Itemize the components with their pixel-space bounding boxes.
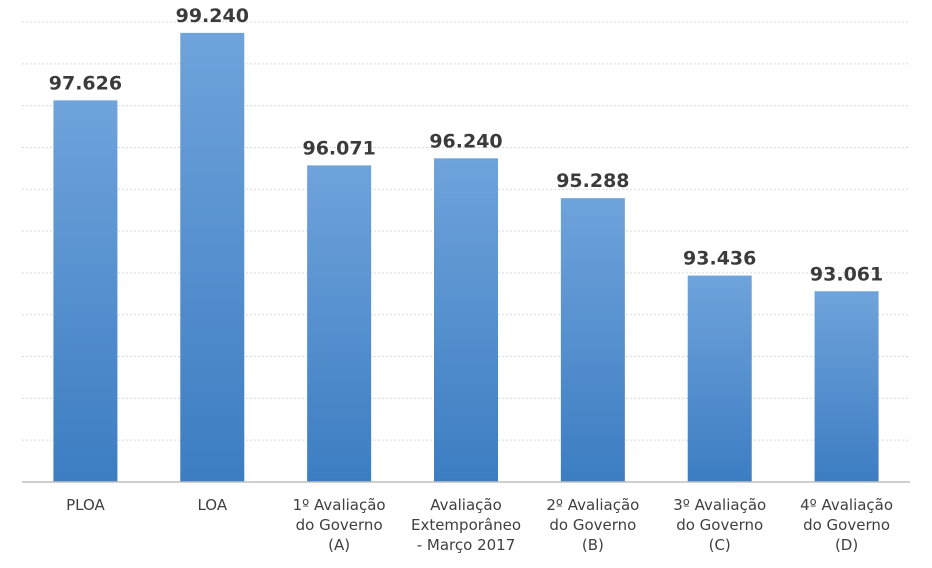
category-label: do Governo	[803, 516, 890, 534]
category-label: Avaliação	[430, 496, 502, 514]
category-label: Extemporâneo	[411, 516, 521, 534]
category-label: 2º Avaliação	[546, 496, 639, 514]
category-label: (D)	[835, 536, 858, 554]
data-label: 96.240	[429, 130, 502, 152]
bars	[53, 32, 879, 483]
bar	[687, 275, 752, 482]
category-label: (A)	[328, 536, 350, 554]
category-label: - Março 2017	[417, 536, 516, 554]
category-label: do Governo	[549, 516, 636, 534]
data-label: 99.240	[176, 5, 249, 27]
category-label: (C)	[709, 536, 731, 554]
data-label: 97.626	[49, 72, 122, 94]
value-labels: 97.626 99.240 96.071 96.240 95.288 93.436 93.0…	[49, 5, 883, 285]
data-label: 93.061	[810, 263, 883, 285]
category-label: 3º Avaliação	[673, 496, 766, 514]
data-label: 96.071	[302, 137, 375, 159]
bar	[53, 100, 118, 482]
bar	[814, 291, 879, 482]
category-label: (B)	[582, 536, 604, 554]
data-label: 95.288	[556, 170, 629, 192]
bar	[307, 165, 372, 483]
data-label: 93.436	[683, 248, 756, 270]
bar	[434, 158, 498, 482]
category-label: LOA	[197, 496, 227, 514]
category-label: do Governo	[296, 516, 383, 534]
category-label: do Governo	[676, 516, 763, 534]
bar	[180, 32, 245, 482]
category-label: 4º Avaliação	[800, 496, 893, 514]
category-label: 1º Avaliação	[293, 496, 386, 514]
category-labels: PLOA LOA 1º Avaliação do Governo (A) Avaliaçã…	[66, 496, 893, 554]
category-label: PLOA	[66, 496, 105, 514]
bar	[560, 198, 625, 482]
